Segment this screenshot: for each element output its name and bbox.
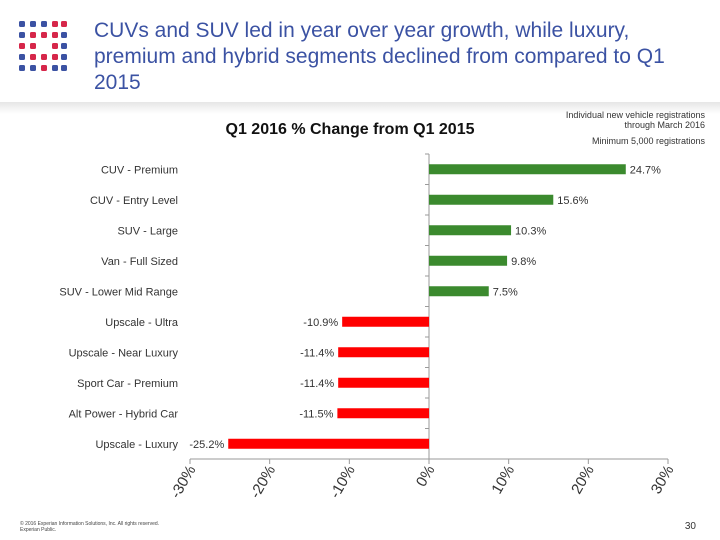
data-label: 9.8% [511, 256, 536, 268]
x-tick-label: 10% [488, 463, 518, 498]
title-band [0, 0, 720, 102]
registration-note-line-1: Individual new vehicle registrations [565, 110, 705, 120]
data-label: -11.5% [299, 408, 333, 420]
experian-logo-icon [19, 21, 67, 71]
category-label: Van - Full Sized [101, 256, 178, 268]
category-label: SUV - Large [117, 225, 178, 237]
chart-title: Q1 2016 % Change from Q1 2015 [226, 121, 475, 138]
x-tick-label: -30% [167, 463, 199, 502]
category-label: Upscale - Luxury [95, 439, 178, 451]
data-label: 10.3% [515, 225, 546, 237]
axis-layer: -30% -20% -10% 0% 10% 20% 30% [167, 153, 678, 502]
category-label: CUV - Premium [101, 164, 178, 176]
minimum-note: Minimum 5,000 registrations [591, 136, 705, 146]
copyright-line: © 2016 Experian Information Solutions, I… [20, 521, 160, 527]
x-tick-label: -20% [247, 463, 279, 502]
page-number: 30 [684, 521, 696, 532]
bar [338, 347, 429, 358]
classification-line: Experian Public. [20, 527, 57, 533]
bar [338, 377, 429, 388]
bar [429, 164, 626, 175]
category-label: Sport Car - Premium [77, 378, 178, 390]
data-label: 15.6% [557, 195, 588, 207]
bar [429, 255, 508, 266]
data-label: -10.9% [303, 317, 338, 329]
bar [429, 286, 489, 297]
data-label: 24.7% [630, 164, 661, 176]
x-tick-label: 0% [413, 463, 439, 490]
registration-note-line-2: through March 2016 [624, 120, 705, 130]
category-label: SUV - Lower Mid Range [59, 286, 178, 298]
bar [429, 194, 554, 205]
bar [228, 438, 429, 449]
label-layer: CUV - Premium 24.7% CUV - Entry Level 15.6%… [59, 164, 661, 451]
bar [429, 225, 512, 236]
title-shadow-band [0, 102, 720, 114]
category-label: Upscale - Ultra [105, 317, 179, 329]
x-tick-label: 30% [648, 463, 678, 498]
data-label: -11.4% [300, 378, 334, 390]
category-label: Upscale - Near Luxury [69, 347, 179, 359]
copyright-footer: © 2016 Experian Information Solutions, I… [20, 521, 280, 533]
bar [342, 316, 429, 327]
x-tick-label: -10% [327, 463, 359, 502]
category-label: Alt Power - Hybrid Car [69, 408, 179, 420]
x-tick-label: 20% [568, 463, 598, 498]
registration-note: Individual new vehicle registrations thr… [505, 110, 705, 130]
bar [337, 408, 429, 419]
data-label: 7.5% [493, 286, 518, 298]
data-label: -11.4% [300, 347, 334, 359]
bar-layer [228, 164, 626, 449]
slide-title: CUVs and SUV led in year over year growt… [94, 19, 665, 94]
category-label: CUV - Entry Level [90, 195, 178, 207]
data-label: -25.2% [189, 439, 224, 451]
